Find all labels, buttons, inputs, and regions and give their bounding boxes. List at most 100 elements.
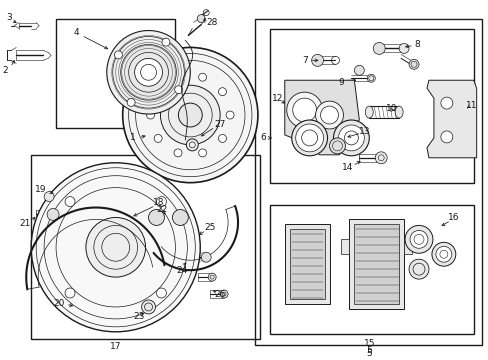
Circle shape <box>225 111 234 119</box>
Circle shape <box>127 98 135 107</box>
Circle shape <box>218 134 226 143</box>
Text: 17: 17 <box>110 342 121 351</box>
Bar <box>403 239 411 254</box>
Circle shape <box>122 48 257 183</box>
Circle shape <box>311 54 323 66</box>
Circle shape <box>197 15 205 23</box>
Circle shape <box>146 111 154 119</box>
Circle shape <box>174 86 183 94</box>
Circle shape <box>218 88 226 96</box>
Text: 21: 21 <box>20 219 31 228</box>
Circle shape <box>160 85 220 145</box>
Polygon shape <box>426 80 476 158</box>
Circle shape <box>366 74 374 82</box>
Circle shape <box>114 51 122 59</box>
Ellipse shape <box>394 106 402 118</box>
Circle shape <box>44 192 54 202</box>
Text: 25: 25 <box>204 223 215 232</box>
Text: 8: 8 <box>413 40 419 49</box>
Text: 22: 22 <box>157 205 168 214</box>
Circle shape <box>220 290 227 298</box>
Circle shape <box>198 149 206 157</box>
Circle shape <box>86 217 145 277</box>
Text: 9: 9 <box>338 78 344 87</box>
Text: 4: 4 <box>73 28 107 49</box>
Text: 15: 15 <box>363 339 374 348</box>
Ellipse shape <box>365 106 372 118</box>
Text: 24: 24 <box>176 266 187 275</box>
Bar <box>269 28 473 183</box>
Text: 19: 19 <box>35 185 47 194</box>
Text: 20: 20 <box>53 300 64 309</box>
Bar <box>436 90 466 115</box>
Bar <box>289 229 324 299</box>
Circle shape <box>338 125 364 151</box>
Circle shape <box>121 44 176 100</box>
Circle shape <box>65 288 75 298</box>
Circle shape <box>440 131 452 143</box>
Circle shape <box>47 208 59 220</box>
Circle shape <box>65 197 75 207</box>
Bar <box>56 19 175 128</box>
Bar <box>354 224 398 304</box>
Text: 28: 28 <box>206 18 218 27</box>
Bar <box>269 204 473 334</box>
Text: 13: 13 <box>358 127 369 136</box>
Text: 10: 10 <box>386 104 397 113</box>
Circle shape <box>178 103 202 127</box>
Bar <box>254 19 481 345</box>
Circle shape <box>408 59 418 69</box>
Text: 12: 12 <box>271 94 283 103</box>
Circle shape <box>329 138 345 154</box>
Circle shape <box>440 97 452 109</box>
Text: 5: 5 <box>366 346 371 355</box>
Text: 1: 1 <box>129 134 135 143</box>
Circle shape <box>333 120 368 156</box>
Circle shape <box>398 44 408 53</box>
Circle shape <box>291 120 327 156</box>
Bar <box>31 155 260 339</box>
Text: 18: 18 <box>152 198 164 207</box>
Text: 26: 26 <box>214 289 225 298</box>
Circle shape <box>172 210 188 225</box>
Circle shape <box>208 273 216 281</box>
Circle shape <box>162 38 169 46</box>
Circle shape <box>148 210 164 225</box>
Circle shape <box>315 101 343 129</box>
Circle shape <box>174 149 182 157</box>
Text: 7: 7 <box>301 56 307 65</box>
Circle shape <box>435 246 451 262</box>
Circle shape <box>134 58 162 86</box>
Bar <box>156 210 180 225</box>
Circle shape <box>201 252 211 262</box>
Circle shape <box>156 288 166 298</box>
Circle shape <box>154 88 162 96</box>
Circle shape <box>372 42 385 54</box>
Circle shape <box>431 242 455 266</box>
Circle shape <box>354 65 364 75</box>
Text: 27: 27 <box>214 121 225 130</box>
Circle shape <box>408 259 428 279</box>
Bar <box>341 239 349 254</box>
Text: 2: 2 <box>2 66 8 75</box>
Text: 16: 16 <box>447 213 459 222</box>
Circle shape <box>404 225 432 253</box>
Text: 23: 23 <box>133 312 144 321</box>
Circle shape <box>154 134 162 143</box>
Circle shape <box>374 152 386 164</box>
Polygon shape <box>284 80 359 155</box>
Circle shape <box>186 139 198 151</box>
Text: 14: 14 <box>341 163 352 172</box>
Circle shape <box>31 163 200 332</box>
Text: 11: 11 <box>465 100 476 109</box>
Circle shape <box>156 197 166 207</box>
Circle shape <box>198 73 206 81</box>
Text: 6: 6 <box>260 134 265 143</box>
Bar <box>284 224 329 304</box>
Circle shape <box>142 300 155 314</box>
Circle shape <box>174 73 182 81</box>
Circle shape <box>320 106 338 124</box>
Text: 3: 3 <box>6 13 12 22</box>
Bar <box>349 220 403 309</box>
Circle shape <box>286 92 322 128</box>
